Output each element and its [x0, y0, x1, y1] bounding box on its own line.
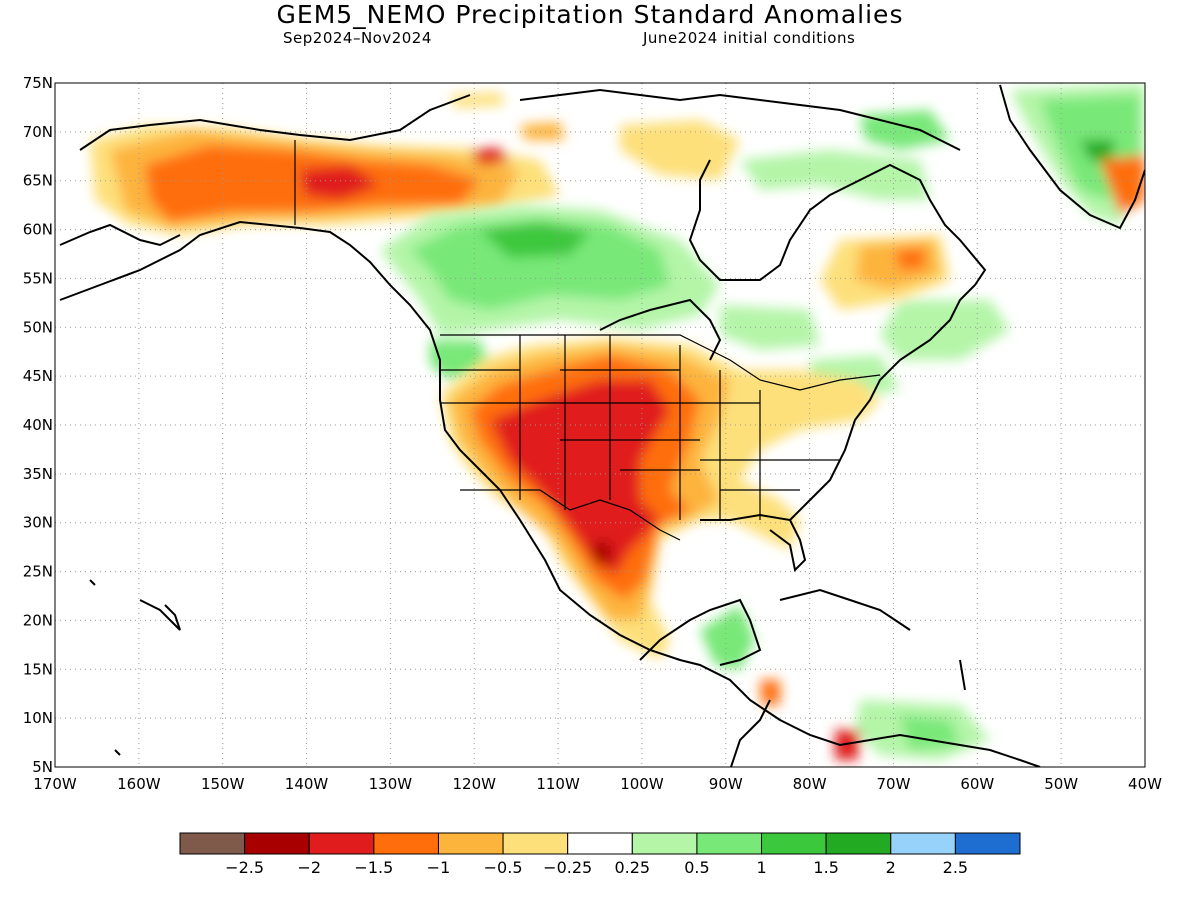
region-canada-wet — [380, 110, 1010, 400]
anomaly-field-layer — [90, 83, 1145, 760]
lat-tick-label: 75N — [23, 74, 53, 92]
lon-tick-label: 50W — [1044, 775, 1078, 793]
lon-tick-label: 40W — [1128, 775, 1162, 793]
colorbar-label: −1 — [427, 858, 451, 877]
lat-tick-label: 40N — [23, 416, 53, 434]
lat-tick-label: 50N — [23, 318, 53, 336]
colorbar-label: 0.25 — [614, 858, 650, 877]
region-greenland-wet — [1010, 83, 1145, 225]
lat-tick-label: 15N — [23, 660, 53, 678]
lat-tick-label: 20N — [23, 611, 53, 629]
lat-tick-label: 55N — [23, 269, 53, 287]
region-alaska-yukon-dry — [90, 92, 740, 235]
lon-tick-label: 90W — [709, 775, 743, 793]
lon-tick-label: 140W — [285, 775, 329, 793]
lon-tick-label: 130W — [369, 775, 413, 793]
lat-tick-label: 60N — [23, 221, 53, 239]
colorbar-label: −2 — [297, 858, 321, 877]
lon-tick-label: 60W — [960, 775, 994, 793]
lat-tick-label: 65N — [23, 172, 53, 190]
lon-tick-label: 160W — [117, 775, 161, 793]
colorbar-label: 1.5 — [813, 858, 838, 877]
lon-tick-label: 100W — [620, 775, 664, 793]
colorbar-swatch — [437, 832, 504, 855]
map-frame — [54, 82, 1146, 768]
gridlines — [55, 83, 1145, 767]
lon-tick-label: 80W — [793, 775, 827, 793]
lat-tick-label: 35N — [23, 465, 53, 483]
colorbar-swatch — [373, 832, 439, 855]
lat-tick-label: 30N — [23, 514, 53, 532]
coastlines — [59, 84, 1145, 767]
lat-tick-label: 45N — [23, 367, 53, 385]
map-title: GEM5_NEMO Precipitation Standard Anomali… — [276, 0, 904, 29]
colorbar-label: −0.25 — [543, 858, 592, 877]
colorbar-label: 2 — [886, 858, 896, 877]
region-labrador-dry — [820, 235, 950, 310]
colorbar-label: 0.5 — [684, 858, 709, 877]
lon-tick-label: 120W — [452, 775, 496, 793]
colorbar-label: −0.5 — [484, 858, 523, 877]
colorbar-swatch — [308, 832, 375, 855]
lon-tick-label: 70W — [877, 775, 911, 793]
initial-conditions: June2024 initial conditions — [643, 29, 856, 47]
lat-tick-label: 70N — [23, 123, 53, 141]
colorbar-legend: −2.5 −2 −1.5 −1 −0.5 −0.25 0.25 0.5 1 1.5 2 2.5 — [179, 832, 1021, 877]
colorbar-swatch — [890, 832, 956, 855]
colorbar-swatch — [696, 832, 763, 855]
colorbar-swatch — [567, 832, 633, 855]
forecast-period: Sep2024–Nov2024 — [283, 29, 432, 47]
colorbar-label: −1.5 — [354, 858, 393, 877]
colorbar-swatch — [761, 832, 827, 855]
lon-tick-label: 170W — [33, 775, 77, 793]
colorbar-swatch — [502, 832, 569, 855]
lat-tick-label: 25N — [23, 563, 53, 581]
latitude-axis: 75N 70N 65N 60N 55N 50N 45N 40N 35N 30N 25N 20N 15N 1… — [23, 74, 53, 776]
colorbar-label: −2.5 — [225, 858, 264, 877]
longitude-axis: 170W 160W 150W 140W 130W 120W 110W 100W 90W 80W 70… — [33, 775, 1162, 793]
colorbar-swatch — [825, 832, 892, 855]
colorbar-label: 1 — [756, 858, 766, 877]
colorbar-swatch — [244, 832, 310, 855]
lon-tick-label: 110W — [536, 775, 580, 793]
lat-tick-label: 5N — [32, 758, 53, 776]
colorbar-swatch — [179, 832, 246, 855]
colorbar-swatch — [631, 832, 698, 855]
lat-tick-label: 10N — [23, 709, 53, 727]
colorbar-label: 2.5 — [943, 858, 968, 877]
lon-tick-label: 150W — [201, 775, 245, 793]
political-borders — [294, 140, 881, 541]
colorbar-swatch — [954, 832, 1021, 855]
